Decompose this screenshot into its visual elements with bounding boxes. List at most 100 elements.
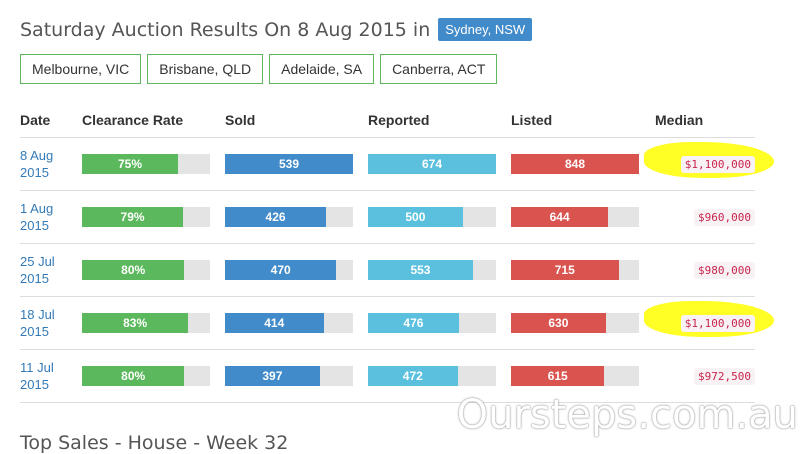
date-day: 1 Aug xyxy=(20,201,54,216)
clearance-bar-fill: 75% xyxy=(82,154,178,174)
sold-bar-fill: 539 xyxy=(225,154,353,174)
median-cell: $1,100,000 xyxy=(644,296,774,350)
clearance-bar-fill: 83% xyxy=(82,313,189,333)
header-reported: Reported xyxy=(368,103,511,138)
reported-bar-fill: 553 xyxy=(368,260,473,280)
header-median: Median xyxy=(654,103,755,138)
listed-bar-fill: 715 xyxy=(511,260,619,280)
sold-cell: 539 xyxy=(225,137,368,191)
listed-bar-fill: 644 xyxy=(511,207,609,227)
listed-progress-bar: 615 xyxy=(511,366,639,386)
date-day: 8 Aug xyxy=(20,148,54,163)
table-header-row: Date Clearance Rate Sold Reported Listed… xyxy=(20,103,755,138)
listed-progress-bar: 848 xyxy=(511,154,639,174)
date-link[interactable]: 8 Aug 2015 xyxy=(20,148,53,180)
date-year: 2015 xyxy=(20,377,49,392)
date-link[interactable]: 25 Jul 2015 xyxy=(20,254,55,286)
median-value: $980,000 xyxy=(694,262,755,279)
next-section-title: Top Sales - House - Week 32 xyxy=(20,432,289,454)
reported-bar-fill: 476 xyxy=(368,313,459,333)
date-link[interactable]: 18 Jul 2015 xyxy=(20,307,55,339)
sold-bar-fill: 426 xyxy=(225,207,327,227)
reported-cell: 553 xyxy=(368,243,511,297)
sold-cell: 470 xyxy=(225,243,368,297)
date-cell: 11 Jul 2015 xyxy=(20,349,82,403)
sold-bar-fill: 414 xyxy=(225,313,324,333)
listed-progress-bar: 644 xyxy=(511,207,639,227)
clearance-progress-bar: 80% xyxy=(82,366,210,386)
sold-bar-fill: 470 xyxy=(225,260,337,280)
city-tab-brisbane[interactable]: Brisbane, QLD xyxy=(147,54,264,84)
table-row: 8 Aug 2015 75% 539 674 848 $1,100,000 xyxy=(20,137,774,191)
listed-cell: 848 xyxy=(511,137,654,191)
clearance-progress-bar: 79% xyxy=(82,207,210,227)
median-cell: $960,000 xyxy=(654,190,755,244)
reported-cell: 476 xyxy=(368,296,511,350)
city-tab-adelaide[interactable]: Adelaide, SA xyxy=(269,54,375,84)
table-row: 11 Jul 2015 80% 397 472 615 $972,500 xyxy=(20,349,755,403)
header-clearance-rate: Clearance Rate xyxy=(82,103,225,138)
reported-progress-bar: 674 xyxy=(368,154,496,174)
clearance-cell: 75% xyxy=(82,137,225,191)
clearance-bar-fill: 79% xyxy=(82,207,184,227)
sold-cell: 414 xyxy=(225,296,368,350)
date-year: 2015 xyxy=(20,218,49,233)
clearance-cell: 80% xyxy=(82,243,225,297)
clearance-progress-bar: 75% xyxy=(82,154,210,174)
reported-bar-fill: 500 xyxy=(368,207,463,227)
table-row: 1 Aug 2015 79% 426 500 644 $960,000 xyxy=(20,190,755,244)
clearance-cell: 79% xyxy=(82,190,225,244)
median-cell: $1,100,000 xyxy=(644,137,774,191)
clearance-progress-bar: 80% xyxy=(82,260,210,280)
page-title: Saturday Auction Results On 8 Aug 2015 i… xyxy=(20,18,431,41)
date-day: 25 Jul xyxy=(20,254,55,269)
city-tabs: Melbourne, VIC Brisbane, QLD Adelaide, S… xyxy=(20,54,503,84)
sold-bar-fill: 397 xyxy=(225,366,320,386)
reported-bar-fill: 674 xyxy=(368,154,496,174)
reported-cell: 472 xyxy=(368,349,511,403)
listed-cell: 715 xyxy=(511,243,654,297)
sold-progress-bar: 426 xyxy=(225,207,353,227)
city-tab-canberra[interactable]: Canberra, ACT xyxy=(380,54,498,84)
date-year: 2015 xyxy=(20,271,49,286)
date-year: 2015 xyxy=(20,324,49,339)
listed-bar-fill: 848 xyxy=(511,154,639,174)
reported-cell: 674 xyxy=(368,137,511,191)
date-year: 2015 xyxy=(20,165,49,180)
reported-progress-bar: 472 xyxy=(368,366,496,386)
table-row: 18 Jul 2015 83% 414 476 630 $1,100,000 xyxy=(20,296,774,350)
date-link[interactable]: 11 Jul 2015 xyxy=(20,360,54,392)
reported-progress-bar: 553 xyxy=(368,260,496,280)
header-sold: Sold xyxy=(225,103,368,138)
sold-cell: 397 xyxy=(225,349,368,403)
reported-cell: 500 xyxy=(368,190,511,244)
median-cell: $972,500 xyxy=(654,349,755,403)
reported-bar-fill: 472 xyxy=(368,366,458,386)
date-cell: 8 Aug 2015 xyxy=(20,137,82,191)
median-value: $972,500 xyxy=(694,368,755,385)
sold-progress-bar: 539 xyxy=(225,154,353,174)
median-value: $960,000 xyxy=(694,209,755,226)
reported-progress-bar: 500 xyxy=(368,207,496,227)
listed-bar-fill: 615 xyxy=(511,366,605,386)
date-day: 11 Jul xyxy=(20,360,54,375)
listed-cell: 630 xyxy=(511,296,654,350)
listed-progress-bar: 630 xyxy=(511,313,639,333)
median-value: $1,100,000 xyxy=(680,315,755,332)
date-link[interactable]: 1 Aug 2015 xyxy=(20,201,53,233)
current-city-badge: Sydney, NSW xyxy=(438,18,533,41)
clearance-cell: 80% xyxy=(82,349,225,403)
header-date: Date xyxy=(20,103,82,138)
median-value: $1,100,000 xyxy=(680,156,755,173)
city-tab-melbourne[interactable]: Melbourne, VIC xyxy=(20,54,142,84)
clearance-bar-fill: 80% xyxy=(82,260,185,280)
reported-progress-bar: 476 xyxy=(368,313,496,333)
date-cell: 1 Aug 2015 xyxy=(20,190,82,244)
auction-results-table: Date Clearance Rate Sold Reported Listed… xyxy=(20,103,774,403)
date-day: 18 Jul xyxy=(20,307,55,322)
date-cell: 18 Jul 2015 xyxy=(20,296,82,350)
clearance-bar-fill: 80% xyxy=(82,366,185,386)
listed-bar-fill: 630 xyxy=(511,313,606,333)
median-cell: $980,000 xyxy=(654,243,755,297)
listed-cell: 644 xyxy=(511,190,654,244)
